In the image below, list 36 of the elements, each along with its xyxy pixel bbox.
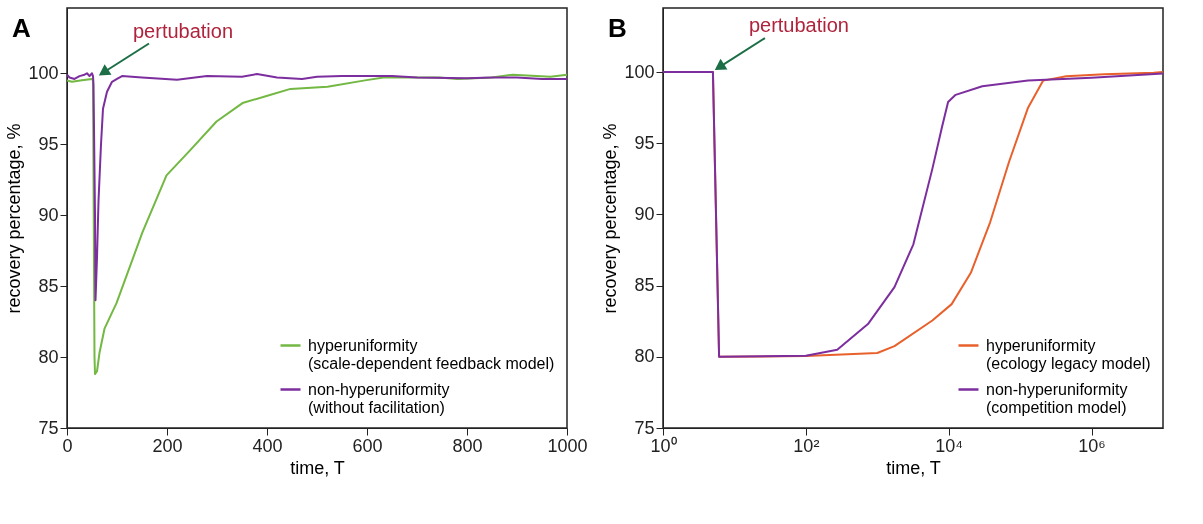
y-axis-title: recovery percentage, % [4,123,25,314]
chart-title: B [607,13,627,43]
y-tick-label: 100 [624,61,655,82]
y-tick-label: 75 [38,417,59,438]
y-axis-title: recovery percentage, % [600,123,621,314]
legend-label: hyperuniformity (ecology legacy model) [986,336,1151,372]
x-tick-label: 10⁴ [935,435,964,456]
x-tick-label: 10² [793,435,820,456]
x-tick-label: 800 [452,435,483,456]
legend-label: hyperuniformity (scale-dependent feedback model) [308,336,555,372]
x-axis-title: time, T [886,457,941,478]
y-tick-label: 85 [38,275,59,296]
y-tick-label: 80 [38,346,59,367]
chart-title: A [11,13,31,43]
annotation: pertubation [132,19,234,42]
y-tick-label: 75 [634,417,655,438]
x-tick-label: 1000 [547,435,588,456]
legend-label: non-hyperuniformity (competition model) [986,380,1128,416]
x-tick-label: 10⁶ [1078,435,1106,456]
y-tick-label: 80 [634,346,655,367]
x-tick-label: 400 [252,435,283,456]
x-tick-label: 0 [62,435,73,456]
line-series [67,72,567,302]
y-tick-label: 90 [634,203,655,224]
y-tick-label: 90 [38,204,59,225]
x-tick-label: 200 [152,435,183,456]
y-tick-label: 85 [634,275,655,296]
x-axis-title: time, T [290,457,345,478]
y-tick-label: 95 [634,132,655,153]
x-tick-label: 10⁰ [650,435,677,456]
x-tick-label: 600 [352,435,383,456]
annotation: pertubation [748,14,849,37]
y-tick-label: 95 [38,133,59,154]
line-series [67,73,567,376]
y-tick-label: 100 [28,62,59,83]
legend-label: non-hyperuniformity (without facilitation) [308,380,450,416]
